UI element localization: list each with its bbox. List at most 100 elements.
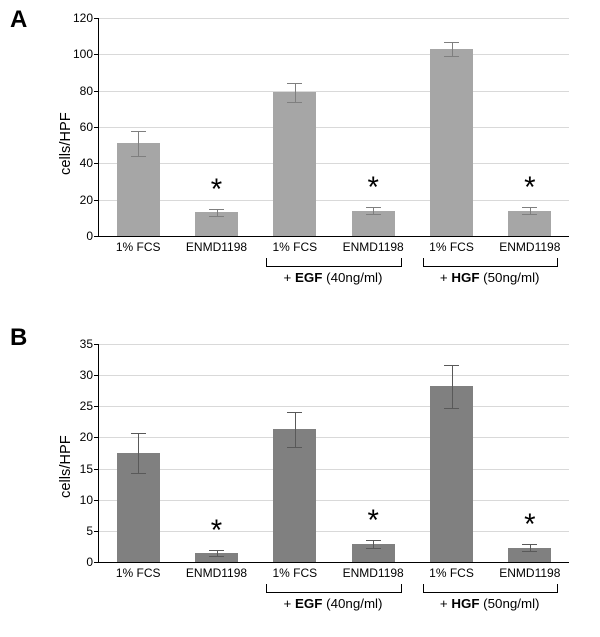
significance-asterisk: * (211, 173, 222, 207)
error-bar (452, 365, 453, 409)
error-bar (373, 540, 374, 547)
group-bracket (423, 584, 558, 593)
error-cap (209, 556, 224, 557)
error-cap (444, 408, 459, 409)
xtick-label: 1% FCS (272, 562, 317, 580)
gridline (99, 200, 569, 201)
error-cap (444, 56, 459, 57)
error-bar (138, 131, 139, 156)
error-cap (366, 540, 381, 541)
gridline (99, 500, 569, 501)
xtick-label: ENMD1198 (343, 562, 404, 580)
xtick-label: ENMD1198 (186, 562, 247, 580)
xtick-label: ENMD1198 (499, 562, 560, 580)
error-cap (287, 83, 302, 84)
error-bar (452, 42, 453, 57)
y-axis-label: cells/HPF (58, 435, 74, 498)
error-cap (522, 214, 537, 215)
xtick-label: 1% FCS (429, 562, 474, 580)
plot-area: 0204060801001201% FCS*ENMD11981% FCS*ENM… (98, 18, 569, 237)
error-bar (138, 433, 139, 473)
ytick-label: 100 (73, 47, 99, 61)
ytick-label: 20 (80, 193, 99, 207)
gridline (99, 163, 569, 164)
error-cap (209, 209, 224, 210)
group-bracket (423, 258, 558, 267)
ytick-label: 25 (80, 399, 99, 413)
group-bracket (266, 258, 401, 267)
error-bar (373, 207, 374, 214)
ytick-label: 20 (80, 430, 99, 444)
error-cap (522, 551, 537, 552)
ytick-label: 80 (80, 84, 99, 98)
bar (273, 429, 316, 562)
gridline (99, 437, 569, 438)
xtick-label: 1% FCS (429, 236, 474, 254)
bar (430, 386, 473, 562)
error-cap (366, 548, 381, 549)
gridline (99, 127, 569, 128)
ytick-label: 35 (80, 337, 99, 351)
ytick-label: 0 (86, 555, 99, 569)
error-bar (295, 412, 296, 447)
group-label: + EGF (40ng/ml) (284, 596, 383, 611)
significance-asterisk: * (211, 514, 222, 548)
error-bar (530, 544, 531, 551)
error-cap (131, 156, 146, 157)
ytick-label: 15 (80, 462, 99, 476)
figure: Acells/HPF0204060801001201% FCS*ENMD1198… (0, 0, 600, 637)
xtick-label: 1% FCS (272, 236, 317, 254)
gridline (99, 531, 569, 532)
xtick-label: ENMD1198 (186, 236, 247, 254)
gridline (99, 406, 569, 407)
ytick-label: 10 (80, 493, 99, 507)
gridline (99, 54, 569, 55)
gridline (99, 18, 569, 19)
error-bar (295, 83, 296, 101)
ytick-label: 60 (80, 120, 99, 134)
error-cap (444, 365, 459, 366)
error-bar (530, 207, 531, 214)
bar (273, 92, 316, 236)
panel-A: Acells/HPF0204060801001201% FCS*ENMD1198… (0, 0, 600, 310)
error-cap (209, 550, 224, 551)
ytick-label: 40 (80, 156, 99, 170)
significance-asterisk: * (524, 508, 535, 542)
ytick-label: 30 (80, 368, 99, 382)
ytick-label: 120 (73, 11, 99, 25)
panel-label: A (10, 6, 27, 34)
error-cap (287, 102, 302, 103)
error-cap (522, 207, 537, 208)
gridline (99, 375, 569, 376)
xtick-label: ENMD1198 (499, 236, 560, 254)
xtick-label: ENMD1198 (343, 236, 404, 254)
gridline (99, 91, 569, 92)
error-bar (217, 209, 218, 216)
error-cap (131, 433, 146, 434)
panel-label: B (10, 324, 27, 352)
error-cap (209, 216, 224, 217)
group-bracket (266, 584, 401, 593)
group-label: + HGF (50ng/ml) (440, 596, 540, 611)
significance-asterisk: * (524, 171, 535, 205)
error-cap (366, 207, 381, 208)
error-cap (287, 412, 302, 413)
group-label: + HGF (50ng/ml) (440, 270, 540, 285)
plot-area: 051015202530351% FCS*ENMD11981% FCS*ENMD… (98, 344, 569, 563)
error-cap (444, 42, 459, 43)
gridline (99, 469, 569, 470)
significance-asterisk: * (367, 171, 378, 205)
xtick-label: 1% FCS (116, 562, 161, 580)
error-cap (131, 131, 146, 132)
bar (430, 49, 473, 236)
error-cap (522, 544, 537, 545)
group-label: + EGF (40ng/ml) (284, 270, 383, 285)
bar (117, 143, 160, 236)
ytick-label: 0 (86, 229, 99, 243)
error-cap (287, 447, 302, 448)
xtick-label: 1% FCS (116, 236, 161, 254)
panel-B: Bcells/HPF051015202530351% FCS*ENMD11981… (0, 320, 600, 637)
ytick-label: 5 (86, 524, 99, 538)
significance-asterisk: * (367, 504, 378, 538)
error-cap (131, 473, 146, 474)
